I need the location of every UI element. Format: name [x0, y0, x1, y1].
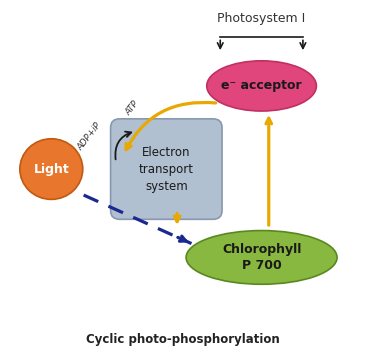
- Text: ADP+iP: ADP+iP: [76, 120, 103, 152]
- Text: Chlorophyll
P 700: Chlorophyll P 700: [222, 243, 301, 272]
- Text: ATP: ATP: [124, 100, 141, 118]
- Text: e⁻ acceptor: e⁻ acceptor: [221, 80, 302, 93]
- FancyBboxPatch shape: [111, 119, 222, 219]
- Text: Electron
transport
system: Electron transport system: [139, 146, 194, 193]
- Ellipse shape: [20, 139, 83, 199]
- Text: Cyclic photo-phosphorylation: Cyclic photo-phosphorylation: [86, 333, 279, 346]
- Ellipse shape: [207, 61, 316, 111]
- Text: Light: Light: [34, 163, 69, 176]
- Ellipse shape: [186, 231, 337, 284]
- Text: Photosystem I: Photosystem I: [218, 12, 306, 25]
